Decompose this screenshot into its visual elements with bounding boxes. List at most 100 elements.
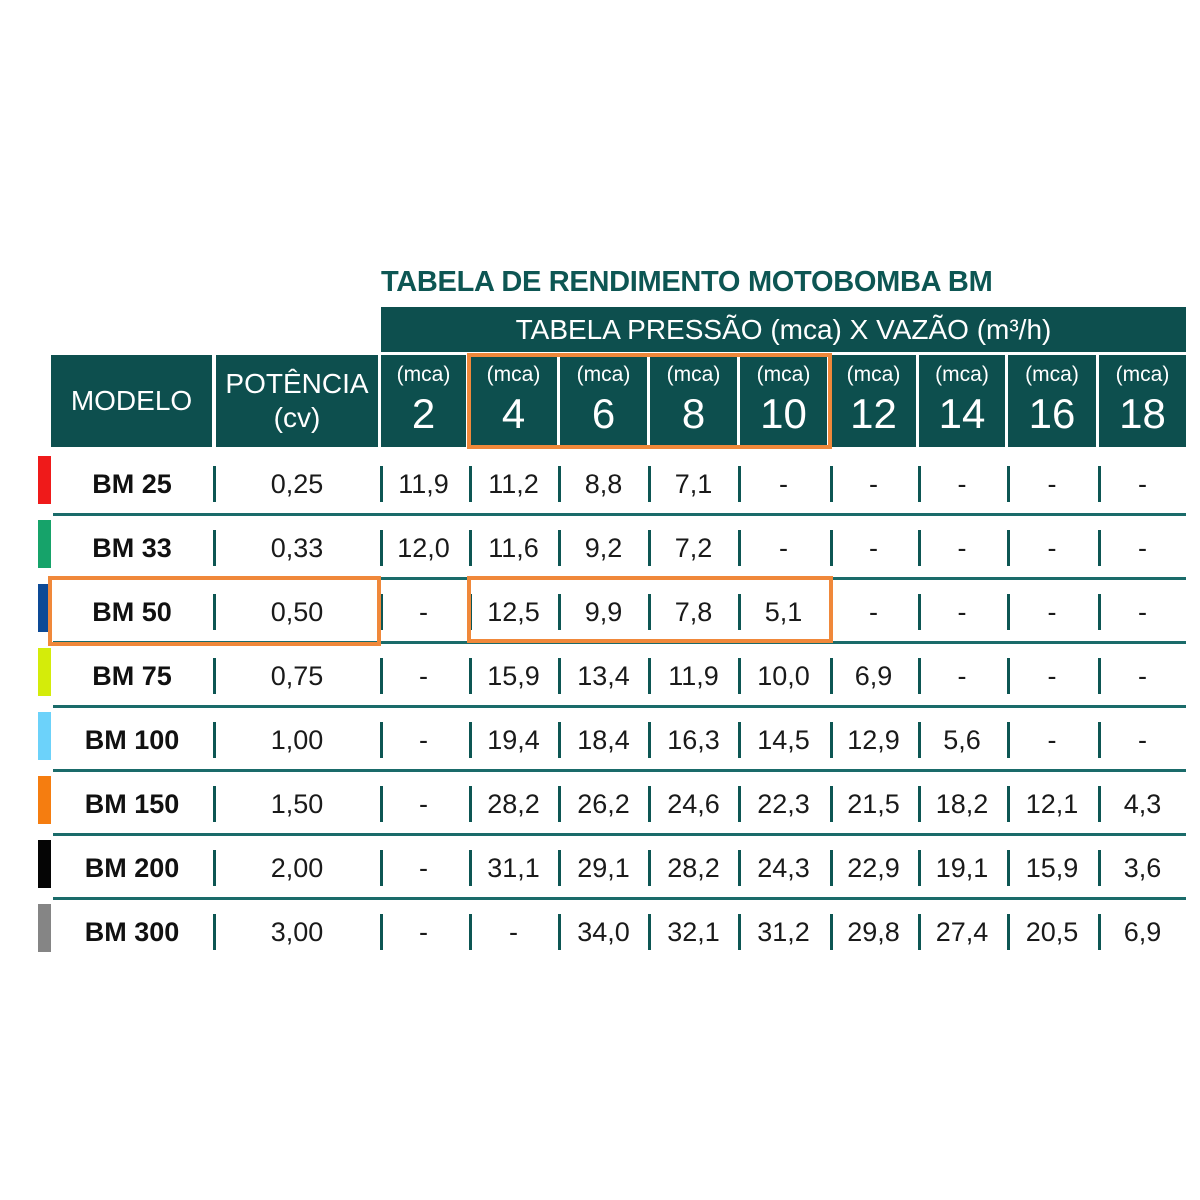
- column-divider: [1098, 466, 1101, 502]
- cell-flow-2mca: 11,9: [398, 468, 449, 499]
- cell-flow-4mca: 31,1: [487, 852, 540, 883]
- cell-flow-6mca: 26,2: [577, 788, 630, 819]
- cell-flow-10mca: 5,1: [764, 596, 803, 627]
- column-divider: [1007, 658, 1010, 694]
- cell-flow-12mca: -: [869, 532, 878, 563]
- cell-flow-4mca: 12,5: [487, 596, 540, 627]
- cell-flow-18mca: -: [1138, 660, 1147, 691]
- header-pressure-value: 4: [501, 389, 526, 437]
- column-divider: [380, 786, 383, 822]
- cell-flow-10mca: 14,5: [757, 724, 810, 755]
- column-divider: [1007, 594, 1010, 630]
- cell-flow-12mca: 29,8: [847, 916, 900, 947]
- table-row: BM 33 0,33 12,0 11,6 9,2 7,2 - - - - -: [0, 516, 1200, 580]
- cell-power: 0,50: [270, 596, 324, 627]
- column-divider: [738, 658, 741, 694]
- header-pressure-value: 16: [1028, 389, 1076, 437]
- header-power: POTÊNCIA (cv): [216, 355, 378, 447]
- cell-flow-16mca: -: [1047, 660, 1057, 691]
- column-divider: [830, 594, 833, 630]
- column-divider: [1098, 850, 1101, 886]
- column-divider: [1098, 594, 1101, 630]
- cell-flow-14mca: -: [957, 660, 967, 691]
- cell-power: 3,00: [270, 916, 324, 947]
- column-divider: [648, 658, 651, 694]
- cell-flow-14mca: 5,6: [943, 724, 981, 755]
- column-divider: [380, 658, 383, 694]
- header-pressure-unit: (mca): [396, 362, 451, 386]
- cell-model: BM 100: [84, 724, 180, 755]
- cell-flow-14mca: 18,2: [935, 788, 989, 819]
- row-color-swatch: [38, 648, 51, 696]
- header-pressure-12: (mca) 12: [831, 355, 916, 447]
- column-divider: [830, 658, 833, 694]
- cell-model: BM 50: [92, 596, 172, 627]
- column-divider: [738, 466, 741, 502]
- cell-flow-6mca: 9,2: [584, 532, 623, 563]
- column-divider: [738, 850, 741, 886]
- column-divider: [1007, 914, 1010, 950]
- column-divider: [469, 466, 472, 502]
- column-divider: [469, 914, 472, 950]
- row-divider: [53, 833, 1186, 836]
- column-divider: [213, 530, 216, 566]
- column-divider: [830, 722, 833, 758]
- cell-flow-2mca: -: [419, 660, 428, 691]
- header-pressure-value: 14: [938, 389, 986, 437]
- header-pressure-unit: (mca): [1115, 362, 1170, 386]
- header-pressure-16: (mca) 16: [1008, 355, 1096, 447]
- cell-flow-12mca: -: [869, 596, 878, 627]
- row-divider: [53, 897, 1186, 900]
- header-pressure-value: 8: [681, 389, 706, 437]
- header-pressure-unit: (mca): [666, 362, 721, 386]
- cell-flow-12mca: -: [869, 468, 878, 499]
- header-power-label: POTÊNCIA: [225, 368, 369, 400]
- column-divider: [830, 786, 833, 822]
- header-model-label: MODELO: [70, 385, 193, 416]
- cell-flow-4mca: 11,6: [488, 532, 539, 563]
- cell-flow-4mca: -: [509, 916, 518, 947]
- header-pressure-18: (mca) 18: [1099, 355, 1186, 447]
- header-pressure-unit: (mca): [846, 362, 901, 386]
- header-pressure-value: 18: [1119, 389, 1166, 437]
- cell-flow-18mca: -: [1138, 468, 1147, 499]
- header-pressure-4: (mca) 4: [470, 355, 557, 447]
- cell-flow-4mca: 15,9: [487, 660, 540, 691]
- column-divider: [738, 530, 741, 566]
- cell-flow-8mca: 7,8: [674, 596, 713, 627]
- column-divider: [918, 466, 921, 502]
- cell-flow-4mca: 11,2: [488, 468, 539, 499]
- cell-flow-14mca: 19,1: [935, 852, 989, 883]
- table-row: BM 200 2,00 - 31,1 29,1 28,2 24,3 22,9 19,1 15,9 3…: [0, 836, 1200, 900]
- table-row: BM 150 1,50 - 28,2 26,2 24,6 22,3 21,5 18,2 12,1 4…: [0, 772, 1200, 836]
- cell-flow-10mca: 22,3: [757, 788, 810, 819]
- column-divider: [918, 914, 921, 950]
- header-pressure-value: 6: [591, 389, 616, 437]
- header-pressure-unit: (mca): [576, 362, 631, 386]
- row-color-swatch: [38, 712, 51, 760]
- header-pressure-value: 2: [411, 389, 436, 437]
- column-divider: [830, 914, 833, 950]
- column-divider: [648, 914, 651, 950]
- column-divider: [213, 722, 216, 758]
- column-divider: [558, 914, 561, 950]
- column-divider: [738, 594, 741, 630]
- column-divider: [1098, 786, 1101, 822]
- column-divider: [648, 530, 651, 566]
- column-divider: [830, 530, 833, 566]
- cell-flow-2mca: -: [419, 788, 428, 819]
- column-divider: [738, 914, 741, 950]
- cell-power: 2,00: [270, 852, 324, 883]
- cell-flow-12mca: 6,9: [854, 660, 893, 691]
- column-divider: [738, 786, 741, 822]
- cell-flow-8mca: 32,1: [667, 916, 720, 947]
- cell-flow-10mca: 24,3: [757, 852, 810, 883]
- cell-flow-8mca: 7,2: [674, 532, 713, 563]
- cell-flow-6mca: 34,0: [577, 916, 630, 947]
- cell-flow-14mca: -: [957, 468, 967, 499]
- column-divider: [213, 850, 216, 886]
- row-color-swatch: [38, 456, 51, 504]
- header-pressure-unit: (mca): [1025, 362, 1079, 386]
- cell-flow-4mca: 19,4: [487, 724, 540, 755]
- table-row: BM 25 0,25 11,9 11,2 8,8 7,1 - - - - -: [0, 452, 1200, 516]
